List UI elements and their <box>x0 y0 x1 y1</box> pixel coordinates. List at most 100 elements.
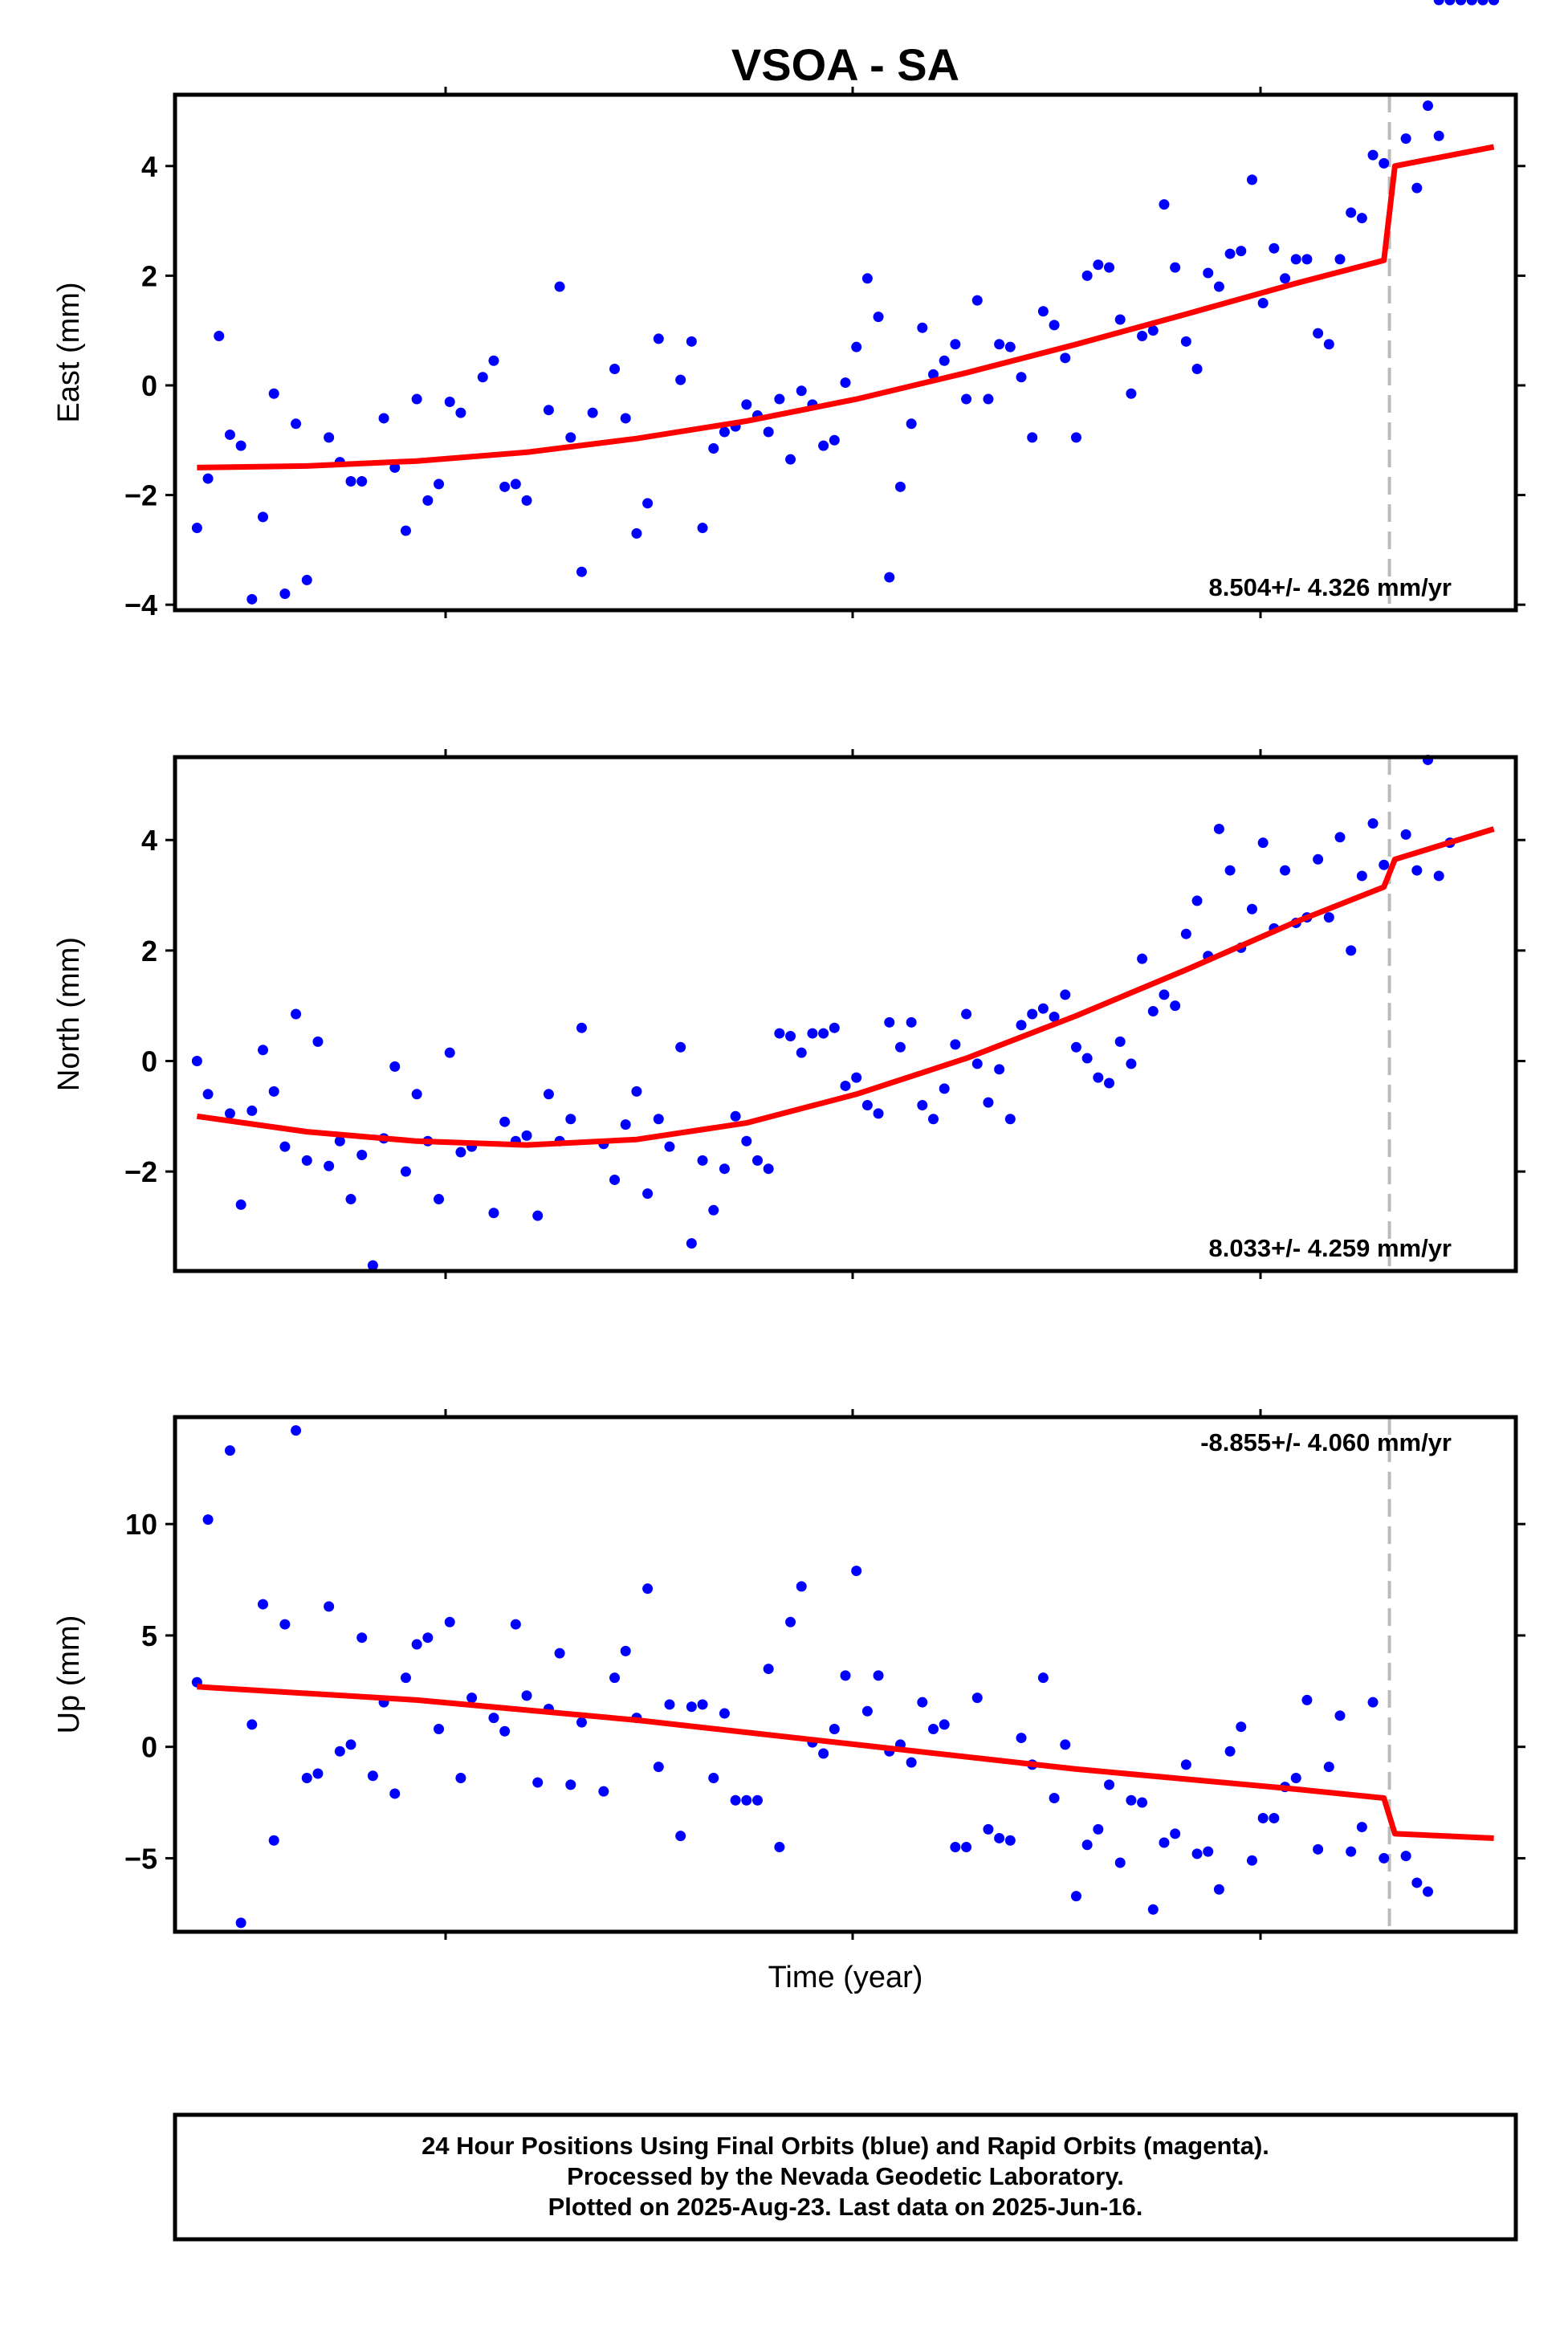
east-point <box>818 440 829 451</box>
up-point <box>532 1777 544 1788</box>
north-point <box>411 1089 422 1100</box>
north-point <box>1400 829 1411 840</box>
east-point <box>1224 248 1236 259</box>
up-point <box>642 1583 654 1595</box>
north-point <box>1411 865 1423 876</box>
north-point <box>829 1022 840 1033</box>
up-point <box>1257 1812 1269 1823</box>
up-point <box>521 1690 532 1701</box>
east-point <box>499 481 511 492</box>
up-point <box>466 1693 478 1704</box>
east-point <box>1246 174 1257 185</box>
east-point <box>543 405 554 416</box>
east-point <box>378 413 389 424</box>
east-point <box>389 462 401 473</box>
east-point <box>861 273 873 284</box>
east-point <box>675 374 686 385</box>
north-point <box>1346 945 1357 956</box>
east-point <box>1037 306 1049 317</box>
up-point <box>1224 1745 1236 1757</box>
up-point <box>324 1601 335 1612</box>
east-point <box>1269 242 1280 254</box>
up-point <box>1334 1710 1346 1721</box>
east-point <box>609 363 621 374</box>
east-point <box>1367 149 1379 161</box>
up-point <box>1147 1904 1159 1915</box>
up-point <box>1114 1857 1126 1868</box>
east-point <box>851 341 862 352</box>
north-point <box>434 1194 445 1205</box>
north-point <box>455 1147 466 1158</box>
north-frame <box>173 755 1518 1273</box>
north-point <box>324 1160 335 1171</box>
up-point <box>774 1842 785 1853</box>
east-point <box>873 312 884 323</box>
up-point <box>983 1823 994 1835</box>
up-point <box>411 1639 422 1650</box>
east-point <box>1301 254 1313 265</box>
east-model-line <box>197 144 1495 470</box>
up-point <box>235 1917 246 1929</box>
east-point <box>961 393 972 405</box>
north-point <box>246 1105 258 1116</box>
north-point <box>532 1210 544 1221</box>
up-point <box>1016 1733 1027 1744</box>
east-point <box>434 479 445 490</box>
up-point <box>312 1768 324 1779</box>
north-point <box>730 1110 741 1122</box>
north-point <box>861 1100 873 1111</box>
up-ytick-label-1: 0 <box>141 1731 157 1764</box>
east-point <box>1313 328 1324 339</box>
east-point <box>400 525 411 536</box>
up-point <box>1060 1739 1071 1750</box>
east-point <box>576 566 587 577</box>
up-point <box>367 1770 378 1782</box>
east-point <box>1379 157 1390 169</box>
north-point <box>1114 1036 1126 1047</box>
up-points <box>191 0 1500 1929</box>
north-point <box>894 1041 906 1053</box>
east-point <box>1290 254 1301 265</box>
up-point <box>488 1713 499 1724</box>
east-point <box>1104 262 1115 273</box>
east-point <box>1170 262 1181 273</box>
east-point <box>971 295 983 306</box>
up-point <box>455 1773 466 1784</box>
east-point <box>994 339 1005 350</box>
up-point <box>1004 1835 1016 1846</box>
east-point <box>763 426 774 438</box>
north-point <box>576 1022 587 1033</box>
east-point <box>796 385 807 397</box>
north-point <box>1323 912 1334 923</box>
east-point <box>1159 199 1170 210</box>
north-point <box>763 1163 774 1175</box>
east-point <box>1081 270 1093 281</box>
east-point <box>1191 363 1203 374</box>
north-point <box>631 1086 642 1097</box>
up-point <box>741 1794 752 1806</box>
up-point <box>1433 0 1444 6</box>
up-point <box>664 1699 675 1710</box>
footer-box: 24 Hour Positions Using Final Orbits (bl… <box>173 2112 1518 2242</box>
up-point <box>1126 1794 1137 1806</box>
north-point <box>1049 1011 1060 1022</box>
east-point <box>235 440 246 451</box>
north-point <box>697 1155 708 1166</box>
north-point <box>334 1135 345 1147</box>
up-point <box>861 1705 873 1717</box>
up-point <box>1203 1846 1214 1857</box>
east-points <box>191 0 1500 605</box>
up-point <box>917 1697 928 1708</box>
up-point <box>224 1445 235 1456</box>
up-point <box>499 1725 511 1737</box>
east-point <box>719 426 730 438</box>
north-point <box>1213 823 1224 834</box>
up-point <box>971 1693 983 1704</box>
up-point <box>751 1794 763 1806</box>
east-point <box>1027 432 1038 443</box>
east-point <box>345 476 356 487</box>
east-point <box>246 593 258 605</box>
east-rate-label: 8.504+/- 4.326 mm/yr <box>1209 573 1452 601</box>
north-point <box>994 1064 1005 1075</box>
east-point <box>1213 281 1224 292</box>
